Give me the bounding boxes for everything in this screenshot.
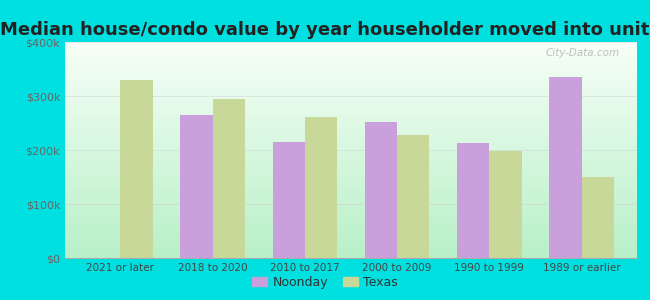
Bar [582, 177, 614, 258]
Bar [180, 115, 213, 258]
Bar [457, 143, 489, 258]
Bar [272, 142, 305, 258]
Bar [305, 116, 337, 258]
Text: City-Data.com: City-Data.com [546, 49, 620, 58]
Legend: Noonday, Texas: Noonday, Texas [247, 271, 403, 294]
Bar [397, 135, 430, 258]
Bar [365, 122, 397, 258]
Bar [120, 80, 153, 258]
Text: Median house/condo value by year householder moved into unit: Median house/condo value by year househo… [0, 21, 650, 39]
Bar [489, 151, 522, 258]
Bar [213, 99, 245, 258]
Bar [549, 77, 582, 258]
